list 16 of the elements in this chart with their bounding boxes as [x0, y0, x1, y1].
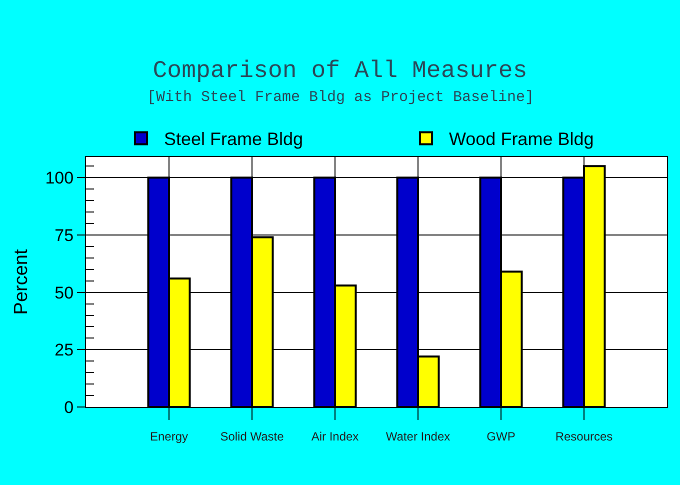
legend-label: Wood Frame Bldg	[449, 129, 594, 150]
x-tick-label: GWP	[486, 429, 516, 444]
legend-label: Steel Frame Bldg	[164, 129, 304, 150]
chart-subtitle: [With Steel Frame Bldg as Project Baseline]	[147, 89, 534, 106]
x-tick-label: Air Index	[311, 429, 359, 444]
y-tick-label: 75	[54, 226, 74, 245]
y-tick-label: 100	[45, 168, 74, 188]
x-tick-label: Energy	[150, 429, 188, 444]
y-tick-label: 25	[54, 340, 74, 360]
x-tick-label: Water Index	[386, 429, 450, 444]
y-tick-label: 0	[64, 398, 74, 417]
x-tick-label: Solid Waste	[220, 429, 284, 444]
x-tick-label: Resources	[555, 429, 613, 444]
y-tick-label: 50	[54, 283, 74, 302]
y-axis-title: Percent	[11, 248, 32, 315]
chart-title: Comparison of All Measures	[152, 58, 528, 85]
